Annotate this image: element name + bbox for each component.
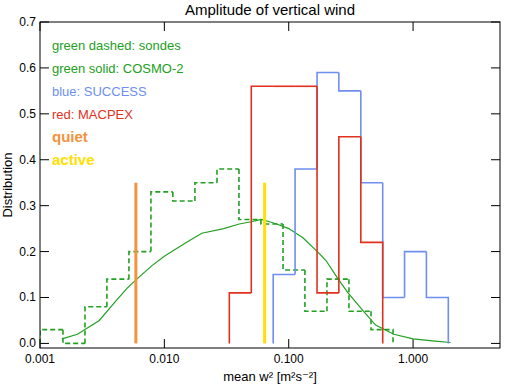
histogram-bin (383, 183, 405, 298)
histogram-bin (195, 183, 217, 201)
plot-area (40, 73, 451, 344)
y-tick-right (491, 67, 500, 68)
x-tick-top (413, 22, 414, 31)
y-tick (40, 343, 49, 344)
histogram-bin (40, 330, 63, 344)
histogram-bin (295, 169, 317, 275)
legend-entry: red: MACPEX (52, 107, 133, 122)
y-tick-right (491, 205, 500, 206)
y-tick (40, 113, 49, 114)
histogram-bin (129, 252, 151, 280)
histogram-bin (151, 192, 173, 252)
histogram-bin (426, 252, 448, 344)
y-tick (40, 251, 49, 252)
y-tick-label: 0.4 (19, 153, 36, 167)
histogram-bin (317, 73, 339, 169)
histogram-bin (317, 86, 339, 293)
marker-line (134, 183, 137, 344)
frame (40, 22, 500, 348)
histogram-bin (361, 91, 383, 183)
histogram-bin (283, 224, 305, 270)
x-tick (288, 339, 289, 348)
x-tick (164, 339, 165, 348)
histogram-bin (107, 279, 129, 307)
x-tick-label: 0.010 (149, 352, 179, 366)
y-tick-label: 0.7 (19, 15, 36, 29)
y-tick-label: 0.5 (19, 107, 36, 121)
marker-line (263, 183, 266, 344)
histogram-bin (229, 293, 251, 344)
y-tick-label: 0.1 (19, 290, 36, 304)
y-tick-right (491, 343, 500, 344)
legend-entry: green solid: COSMO-2 (52, 61, 184, 76)
y-tick-label: 0.2 (19, 245, 36, 259)
y-tick-label: 0.6 (19, 61, 36, 75)
x-tick-label: 0.100 (274, 352, 304, 366)
x-axis-label: mean w² [m²s⁻²] (223, 369, 317, 384)
histogram-bin (273, 275, 295, 344)
chart: Amplitude of vertical wind Distribution me… (0, 0, 512, 388)
histogram-bin (405, 252, 427, 298)
y-tick-right (491, 251, 500, 252)
y-axis-label: Distribution (0, 152, 15, 217)
y-tick-right (491, 113, 500, 114)
y-tick-label: 0.0 (19, 336, 36, 350)
legend-entry: quiet (52, 128, 88, 145)
histogram-bin (251, 86, 273, 293)
y-tick-label: 0.3 (19, 199, 36, 213)
histogram-bin (173, 192, 195, 201)
y-tick (40, 159, 49, 160)
histogram-bin (273, 85, 295, 87)
legend-entry: active (52, 151, 95, 168)
y-tick (40, 205, 49, 206)
title: Amplitude of vertical wind (185, 1, 355, 18)
histogram-bin (295, 85, 317, 87)
y-tick-right (491, 159, 500, 160)
x-tick-label: 1.000 (398, 352, 428, 366)
legend-entry: green dashed: sondes (52, 38, 181, 53)
y-tick (40, 67, 49, 68)
histogram-bin (339, 73, 361, 91)
y-tick-right (491, 297, 500, 298)
histogram-bin (305, 270, 327, 311)
histogram-bin (327, 279, 349, 311)
histogram-bin (217, 169, 239, 183)
x-tick-label: 0.001 (25, 352, 55, 366)
x-tick-top (288, 22, 289, 31)
y-tick (40, 297, 49, 298)
histogram-bin (361, 137, 383, 344)
x-tick (413, 339, 414, 348)
series-line (62, 219, 451, 342)
x-tick-top (164, 22, 165, 31)
legend-entry: blue: SUCCESS (52, 84, 147, 99)
histogram-bin (339, 137, 361, 293)
histogram-bin (239, 169, 261, 220)
histogram-bin (85, 307, 107, 344)
